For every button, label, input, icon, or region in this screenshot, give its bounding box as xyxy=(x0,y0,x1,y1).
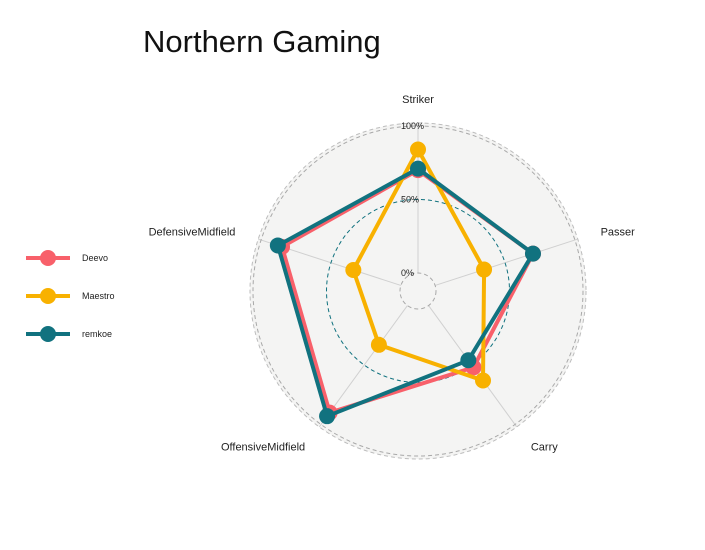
data-point-remkoe-Carry xyxy=(460,352,477,369)
legend[interactable]: Deevo Maestro remkoe xyxy=(26,250,115,342)
data-point-Maestro-Carry xyxy=(475,372,492,389)
data-point-remkoe-Striker xyxy=(410,160,426,177)
grid-label-0: 0% xyxy=(401,268,414,278)
axis-label-Passer: Passer xyxy=(601,227,636,239)
legend-marker-remkoe[interactable] xyxy=(40,326,56,342)
chart-title: Northern Gaming xyxy=(143,24,381,59)
grid-circle-100 xyxy=(252,125,584,457)
series-line-Maestro xyxy=(351,147,487,383)
data-point-remkoe-Passer xyxy=(524,245,541,262)
legend-label-Deevo[interactable]: Deevo xyxy=(82,253,108,263)
data-point-remkoe-DefensiveMidfield xyxy=(269,237,286,254)
data-point-Maestro-Passer xyxy=(476,261,493,278)
grid-label-50: 50% xyxy=(401,195,419,205)
legend-label-Maestro[interactable]: Maestro xyxy=(82,291,115,301)
series-layer xyxy=(269,141,541,425)
axis-label-OffensiveMidfield: OffensiveMidfield xyxy=(221,441,305,453)
legend-marker-Maestro[interactable] xyxy=(40,288,56,304)
grid-label-100: 100% xyxy=(401,121,424,131)
grid-circle-0 xyxy=(399,272,437,310)
legend-label-remkoe[interactable]: remkoe xyxy=(82,329,112,339)
data-point-Maestro-OffensiveMidfield xyxy=(370,336,387,353)
series-line-remkoe xyxy=(275,166,535,419)
grid-labels: 0% 50% 100% xyxy=(401,121,424,278)
data-point-remkoe-OffensiveMidfield xyxy=(319,408,336,425)
axis-spoke-Passer xyxy=(434,238,578,286)
axis-labels: Striker Passer Carry OffensiveMidfield Defen… xyxy=(149,94,636,453)
data-point-Maestro-Striker xyxy=(410,141,426,158)
axis-label-Carry: Carry xyxy=(531,441,558,453)
axis-label-Striker: Striker xyxy=(402,94,434,106)
legend-marker-Deevo[interactable] xyxy=(40,250,56,266)
data-point-Maestro-DefensiveMidfield xyxy=(345,261,362,278)
axis-label-DefensiveMidfield: DefensiveMidfield xyxy=(149,227,236,239)
